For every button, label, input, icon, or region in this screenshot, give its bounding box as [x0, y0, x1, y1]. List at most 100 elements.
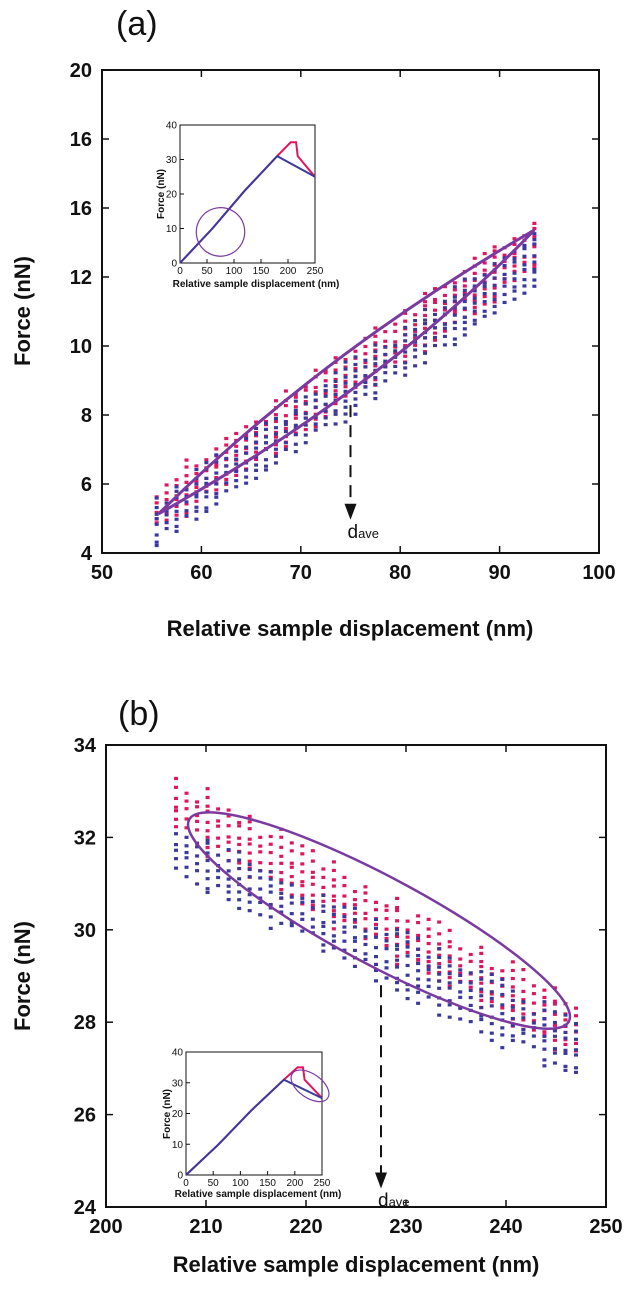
- panel-b-unloading-point: [489, 1038, 494, 1042]
- panel-b-loading-point: [184, 799, 189, 803]
- panel-a-loading-point: [413, 313, 418, 317]
- panel-b-loading-point: [247, 827, 252, 831]
- panel-a-loading-point: [423, 291, 428, 296]
- panel-b-loading-point: [237, 820, 242, 825]
- panel-b-unloading-point: [247, 887, 252, 891]
- panel-a-unloading-point: [482, 309, 487, 313]
- panel-b-loading-point: [458, 971, 463, 975]
- panel-b-unloading-point: [310, 917, 315, 921]
- panel-a-unloading-point: [363, 380, 368, 385]
- panel-a-loading-point: [403, 319, 408, 323]
- panel-b-unloading-point: [321, 949, 326, 953]
- panel-a-inset-y-tick-label: 20: [166, 190, 178, 201]
- panel-a-loading-point: [283, 414, 288, 418]
- panel-a-unloading-point: [293, 408, 298, 412]
- panel-b-loading-point: [479, 998, 484, 1003]
- panel-b-loading-point: [363, 885, 368, 889]
- panel-a-loading-point: [353, 367, 358, 371]
- panel-b-loading-point: [310, 875, 315, 879]
- panel-a-loading-point: [283, 426, 288, 430]
- panel-b-unloading-point: [300, 912, 305, 916]
- panel-a-unloading-point: [194, 467, 199, 472]
- panel-a-loading-point: [512, 242, 517, 247]
- panel-b-loading-point: [363, 899, 368, 903]
- panel-a-unloading-point: [532, 232, 537, 236]
- panel-b-unloading-point: [489, 1022, 494, 1026]
- panel-b-loading-point: [216, 836, 221, 840]
- panel-a-unloading-point: [353, 397, 358, 401]
- panel-b-x-tick-label: 250: [589, 1216, 622, 1238]
- panel-a-unloading-point: [462, 315, 467, 319]
- panel-a-unloading-point: [393, 371, 398, 375]
- panel-a-loading-point: [164, 483, 169, 487]
- panel-b-unloading-point: [437, 972, 442, 976]
- panel-a-unloading-point: [254, 440, 259, 444]
- panel-b-loading-point: [237, 836, 242, 840]
- panel-b-unloading-point: [195, 882, 200, 886]
- panel-a-inset-y-tick-label: 10: [166, 224, 178, 235]
- panel-a-loading-point: [333, 395, 338, 399]
- panel-b-unloading-point: [226, 848, 231, 852]
- panel-b-unloading-point: [458, 1006, 463, 1010]
- panel-b-loading-point: [479, 964, 484, 969]
- panel-b-loading-point: [174, 817, 178, 821]
- panel-a-unloading-point: [264, 468, 269, 472]
- panel-b-unloading-point: [374, 968, 378, 973]
- panel-b-unloading-point: [531, 1034, 536, 1038]
- panel-a-loading-point: [403, 311, 408, 315]
- panel-a-unloading-point: [194, 517, 199, 521]
- panel-b-unloading-point: [289, 912, 294, 916]
- panel-b-unloading-point: [479, 987, 484, 991]
- panel-a-frame: [101, 69, 600, 554]
- panel-b-unloading-point: [258, 887, 263, 891]
- panel-a-loading-point: [472, 312, 477, 316]
- panel-a-unloading-point: [423, 307, 428, 312]
- panel-a-unloading-point: [184, 488, 189, 492]
- panel-a-unloading-point: [323, 384, 328, 388]
- panel-b-loading-point: [226, 824, 231, 828]
- panel-b-unloading-point: [289, 901, 294, 905]
- panel-a-unloading-point: [403, 361, 408, 365]
- panel-b-unloading-point: [268, 877, 273, 881]
- panel-a-unloading-point: [254, 426, 259, 431]
- panel-b-loading-point: [289, 893, 294, 897]
- panel-a-x-tick-label: 70: [290, 562, 312, 584]
- panel-a-marks: [154, 221, 537, 548]
- panel-b-unloading-point: [521, 1000, 526, 1004]
- panel-a-y-axis-title: Force (nN): [10, 256, 35, 366]
- panel-b-unloading-point: [342, 905, 347, 909]
- panel-a-loading-point: [512, 237, 517, 241]
- panel-a-loading-point: [353, 380, 358, 384]
- panel-a-loading-point: [423, 300, 428, 304]
- panel-b-unloading-point: [205, 869, 210, 873]
- panel-a-unloading-point: [512, 257, 517, 261]
- panel-b-loading-point: [489, 966, 494, 971]
- panel-a-loading-point: [532, 235, 537, 239]
- panel-a-loading-point: [154, 501, 159, 505]
- panel-b-loading-point: [331, 894, 336, 898]
- panel-b-x-tick-label: 230: [389, 1216, 422, 1238]
- panel-a-unloading-point: [224, 464, 229, 468]
- panel-a-unloading-point: [472, 289, 477, 293]
- panel-b-loading-point: [500, 1006, 505, 1010]
- panel-b-loading-point: [510, 968, 515, 973]
- panel-b-loading-point: [468, 959, 473, 963]
- panel-a-loading-point: [244, 433, 249, 438]
- panel-a-unloading-point: [512, 285, 517, 289]
- panel-b-loading-point: [258, 861, 263, 865]
- panel-b-loading-point: [479, 981, 484, 985]
- panel-a-loading-point: [214, 447, 219, 451]
- panel-b-loading-point: [342, 875, 347, 880]
- panel-a-unloading-point: [373, 357, 378, 361]
- panel-b-unloading-point: [310, 925, 315, 929]
- panel-b-unloading-point: [468, 1003, 473, 1008]
- panel-a-unloading-point: [204, 506, 209, 510]
- panel-a-inset-marks: 0 50 100 150 200 250 0 10 20 30 40: [166, 121, 324, 278]
- panel-b-loading-point: [426, 917, 431, 921]
- panel-a-inset-x-tick-label: 200: [280, 266, 297, 277]
- panel-a-loading-point: [313, 368, 318, 372]
- panel-b-loading-point: [426, 941, 431, 946]
- panel-a-loading-point: [462, 291, 467, 295]
- panel-a-unloading-point: [432, 312, 437, 317]
